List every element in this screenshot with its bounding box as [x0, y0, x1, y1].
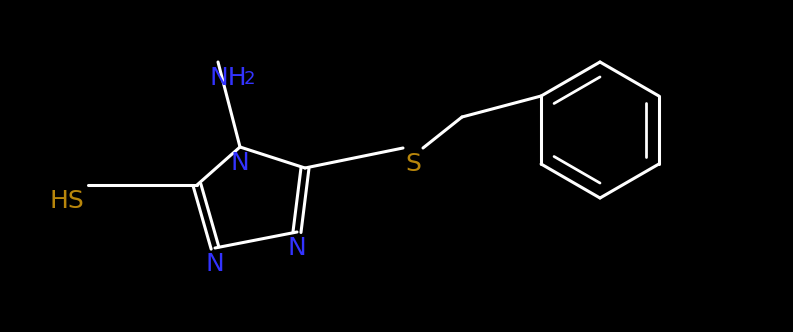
Text: N: N [231, 151, 249, 175]
Text: 2: 2 [244, 70, 255, 88]
Text: N: N [205, 252, 224, 276]
Text: S: S [405, 152, 421, 176]
Text: NH: NH [210, 66, 247, 90]
Text: N: N [288, 236, 306, 260]
Text: HS: HS [50, 189, 85, 213]
